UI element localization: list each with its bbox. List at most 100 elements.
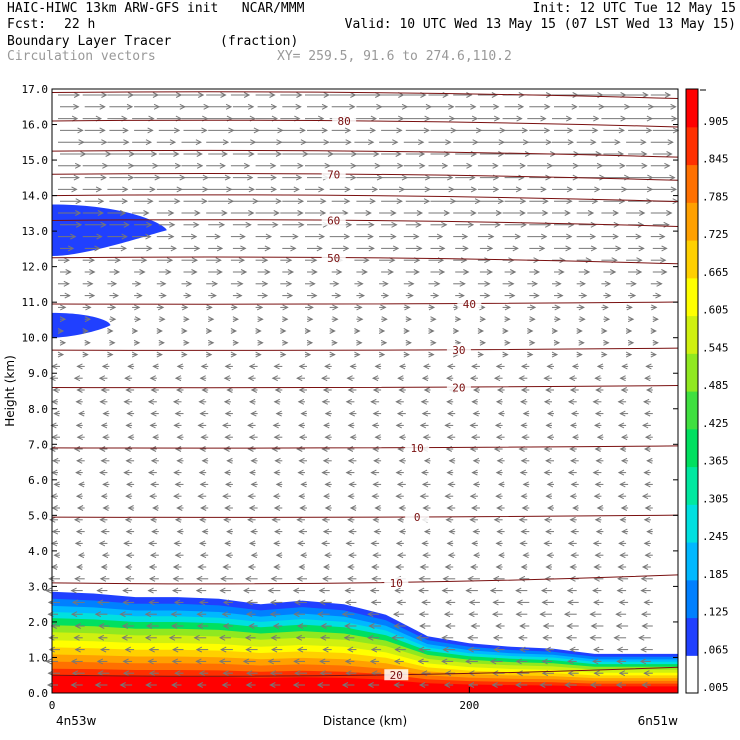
colorbar-swatch — [686, 589, 698, 600]
vector-arrow — [225, 481, 233, 488]
vector-arrow — [643, 540, 651, 547]
vector-arrow — [479, 103, 500, 110]
vector-arrow — [124, 564, 133, 570]
colorbar-swatch — [686, 258, 698, 269]
vector-arrow — [467, 575, 480, 582]
vector-arrow — [82, 92, 108, 98]
vector-arrow — [267, 658, 281, 665]
vector-arrow — [99, 469, 108, 476]
colorbar-swatch — [686, 324, 698, 335]
vector-arrow — [183, 245, 201, 252]
vector-arrow — [50, 564, 58, 570]
colorbar-swatch — [686, 192, 698, 203]
vector-arrow — [540, 587, 552, 594]
vector-arrow — [150, 481, 159, 488]
vector-arrow — [199, 481, 209, 488]
vector-arrow — [617, 493, 627, 500]
vector-arrow — [617, 564, 627, 570]
plot-frame — [51, 88, 679, 694]
vector-arrow — [472, 387, 480, 393]
vector-arrow — [250, 410, 258, 417]
title-line: HAIC-HIWC 13km ARW-GFS init NCAR/MMM — [7, 1, 305, 16]
colorbar-swatch — [686, 353, 698, 364]
vector-arrow — [307, 127, 329, 134]
contour-label: 50 — [327, 252, 340, 265]
vector-arrow — [576, 186, 601, 193]
vector-arrow — [207, 316, 215, 323]
vector-arrow — [479, 127, 506, 134]
vector-arrow — [149, 446, 157, 452]
colorbar-swatch — [686, 145, 698, 156]
colorbar-swatch — [686, 343, 698, 354]
vector-arrow — [109, 198, 129, 205]
vector-arrow — [122, 670, 135, 677]
vector-arrow — [589, 611, 602, 618]
forecast-hours: 22 h — [64, 17, 96, 32]
colorbar: .005 .065 .125 .185 .245 .305 .365 .425 .485 .545… — [685, 88, 729, 694]
vector-arrow — [199, 375, 207, 382]
contour-line — [51, 219, 679, 227]
vector-arrow — [156, 92, 183, 98]
vector-arrow — [195, 646, 209, 653]
vector-arrow — [132, 257, 148, 264]
vector-arrow — [257, 292, 269, 299]
vector-arrow — [223, 375, 231, 382]
vector-arrow — [73, 446, 83, 452]
vector-arrow — [197, 493, 207, 500]
colorbar-swatch — [686, 164, 698, 175]
vector-arrow — [472, 457, 480, 464]
vector-arrow — [322, 528, 332, 535]
vector-arrow — [305, 186, 325, 193]
vector-arrow — [554, 245, 572, 252]
vector-arrow — [479, 292, 491, 299]
vector-arrow — [173, 540, 182, 547]
vector-arrow — [603, 245, 622, 252]
colorbar-label: .125 — [702, 606, 729, 619]
vector-arrow — [246, 599, 258, 606]
vector-arrow — [58, 115, 79, 122]
vector-arrow — [617, 398, 627, 405]
vector-arrow — [497, 481, 505, 488]
vector-arrow — [149, 493, 157, 500]
vector-arrow — [354, 115, 378, 122]
vector-arrow — [222, 599, 233, 606]
vector-arrow — [603, 316, 611, 323]
vector-arrow — [51, 434, 60, 441]
vector-arrow — [324, 363, 332, 370]
vector-arrow — [356, 269, 368, 275]
vector-arrow — [74, 575, 85, 582]
vector-arrow — [371, 422, 380, 429]
vector-arrow — [496, 505, 505, 511]
vector-arrow — [545, 457, 554, 464]
y-tick-label: 1.0 — [28, 651, 48, 664]
vector-arrow — [489, 658, 503, 665]
vector-arrow — [593, 670, 604, 677]
vector-arrow — [493, 646, 505, 653]
vector-arrow — [257, 198, 282, 205]
field-units: (fraction) — [220, 34, 299, 49]
vector-arrow — [51, 363, 60, 370]
colorbar-swatch — [686, 560, 698, 571]
vector-arrow — [572, 505, 579, 511]
vector-arrow — [603, 292, 612, 299]
vector-arrow — [158, 269, 172, 275]
vector-arrow — [58, 257, 70, 264]
vector-arrow — [248, 623, 258, 629]
vector-arrow — [197, 422, 207, 429]
vector-arrow — [196, 575, 209, 582]
vector-arrow — [183, 174, 209, 181]
colorbar-swatch — [686, 107, 698, 118]
vector-arrow — [567, 599, 579, 606]
vector-arrow — [392, 611, 404, 618]
vector-arrow — [518, 516, 528, 523]
vector-arrow — [306, 339, 314, 346]
vector-arrow — [576, 162, 604, 169]
vector-arrow — [280, 304, 289, 311]
vector-arrow — [60, 174, 80, 181]
contour-label-bg — [446, 381, 471, 393]
vector-arrow — [243, 587, 256, 594]
y-tick-label: 9.0 — [28, 367, 48, 380]
vector-arrow — [173, 422, 182, 429]
vector-arrow — [354, 210, 372, 216]
